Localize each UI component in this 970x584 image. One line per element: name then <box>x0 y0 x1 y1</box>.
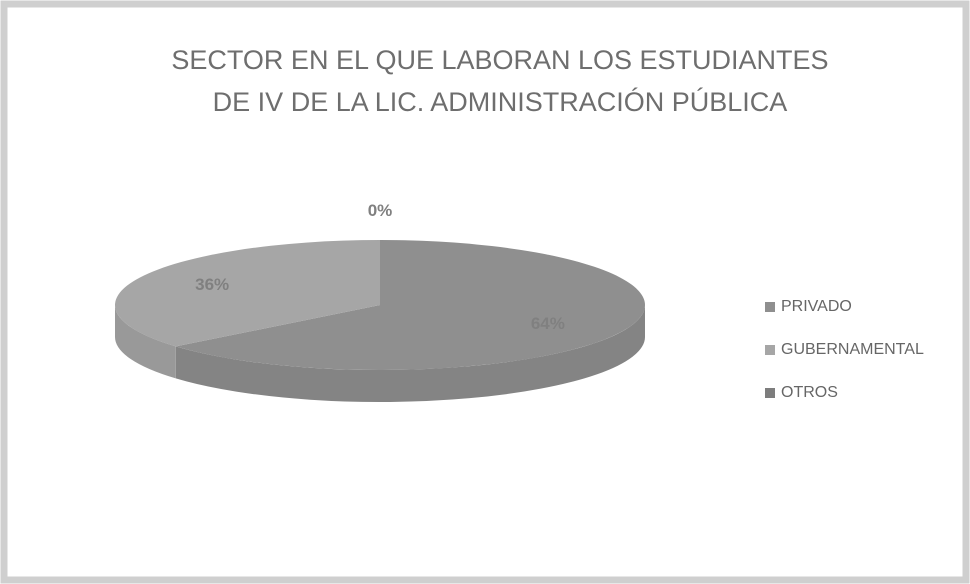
legend-label: OTROS <box>781 384 838 401</box>
data-label: 64% <box>531 314 565 333</box>
legend-label: GUBERNAMENTAL <box>781 341 924 358</box>
pie-slice <box>175 240 646 370</box>
data-label: 0% <box>368 201 393 220</box>
legend-swatch <box>765 345 775 355</box>
pie-side <box>115 305 176 379</box>
pie-side <box>175 305 645 402</box>
legend-swatch <box>765 302 775 312</box>
legend-label: PRIVADO <box>781 298 852 315</box>
legend-swatch <box>765 388 775 398</box>
pie-slice <box>115 240 380 347</box>
chart-title: SECTOR EN EL QUE LABORAN LOS ESTUDIANTES <box>171 45 828 75</box>
chart-title: DE IV DE LA LIC. ADMINISTRACIÓN PÚBLICA <box>213 86 788 117</box>
data-label: 36% <box>195 275 229 294</box>
